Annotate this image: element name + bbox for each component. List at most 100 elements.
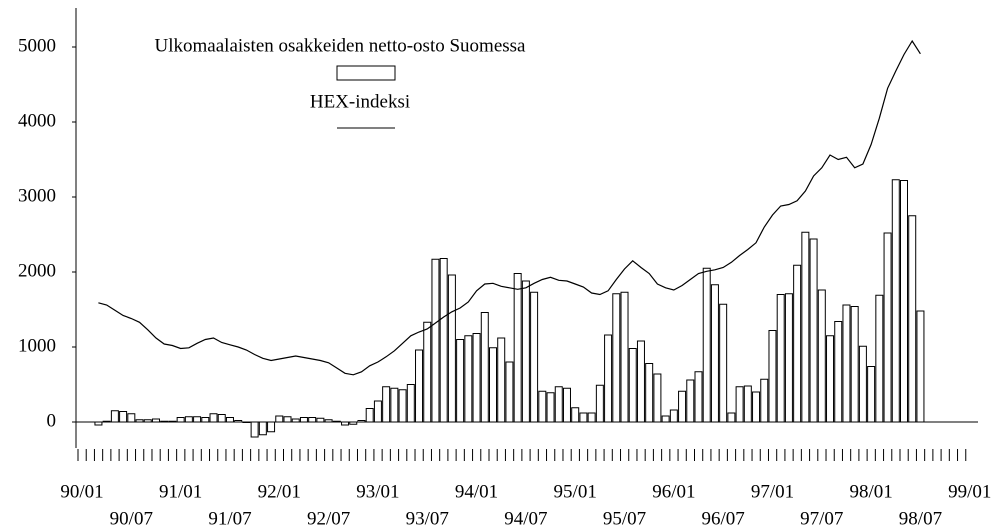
bar: [727, 412, 736, 423]
bar: [604, 334, 613, 423]
bar: [324, 419, 333, 423]
bar: [234, 420, 243, 423]
bar: [678, 390, 687, 423]
bar: [291, 418, 300, 423]
bar: [357, 420, 366, 423]
bar: [521, 280, 530, 423]
bar: [858, 345, 867, 423]
bar: [119, 411, 128, 423]
bar: [612, 293, 621, 423]
bar: [595, 384, 604, 423]
bar: [365, 408, 374, 423]
bar: [160, 420, 169, 423]
bar: [686, 379, 695, 423]
bar: [127, 413, 136, 423]
bar: [710, 284, 719, 423]
bar: [505, 361, 514, 423]
x-tick-label: 98/07: [899, 508, 942, 529]
bar: [513, 273, 522, 423]
bar: [554, 386, 563, 423]
bar: [94, 421, 103, 426]
legend-label: HEX-indeksi: [310, 91, 410, 112]
bar: [900, 180, 908, 423]
x-tick-label: 94/01: [455, 481, 498, 502]
bar: [842, 304, 851, 423]
bar: [439, 258, 448, 423]
bar: [168, 420, 177, 423]
bar: [225, 417, 234, 423]
bar: [151, 418, 160, 423]
bar: [184, 416, 193, 423]
y-tick-label: 0: [47, 410, 57, 431]
bar: [661, 415, 670, 423]
bar: [275, 415, 284, 423]
bar: [694, 371, 703, 423]
bar: [431, 258, 440, 423]
bar: [201, 417, 210, 423]
bar: [776, 294, 785, 423]
bar: [916, 310, 925, 423]
bar: [562, 387, 571, 423]
bar: [908, 215, 917, 423]
bar: [891, 179, 900, 423]
x-tick-label: 93/07: [406, 508, 449, 529]
bar: [645, 363, 654, 423]
bar: [316, 417, 325, 423]
bar: [349, 421, 358, 425]
y-tick-label: 2000: [18, 260, 56, 281]
bar: [135, 419, 144, 423]
bar: [571, 407, 580, 423]
bar: [250, 421, 259, 438]
x-tick-label: 90/07: [110, 508, 153, 529]
bar: [817, 289, 826, 423]
bar: [209, 413, 218, 423]
bar: [546, 392, 555, 423]
bar: [636, 340, 645, 423]
bar: [653, 373, 662, 423]
bar: [743, 385, 752, 423]
bar: [809, 238, 818, 423]
bar: [497, 337, 506, 423]
bar: [406, 384, 415, 423]
y-tick-label: 4000: [18, 110, 56, 131]
x-tick-label: 91/01: [159, 481, 202, 502]
x-tick-label: 94/07: [504, 508, 547, 529]
legend-label: Ulkomaalaisten osakkeiden netto-osto Suo…: [155, 35, 527, 56]
bar: [193, 416, 202, 423]
bar: [587, 412, 596, 423]
x-tick-label: 97/01: [751, 481, 794, 502]
x-tick-label: 99/01: [948, 481, 991, 502]
bar: [489, 347, 497, 423]
bar: [398, 389, 407, 423]
bar: [752, 391, 761, 423]
bar: [267, 421, 276, 433]
line: [98, 39, 921, 376]
y-tick-label: 1000: [18, 335, 56, 356]
bar: [341, 421, 350, 426]
bar: [447, 274, 456, 423]
legend-swatch: [336, 65, 396, 81]
bar: [538, 390, 547, 423]
bar: [464, 335, 473, 423]
bar: [801, 231, 810, 423]
bar: [760, 378, 769, 423]
bar: [719, 303, 728, 423]
bar: [834, 321, 843, 423]
bar: [768, 330, 777, 423]
bar: [867, 366, 876, 423]
x-tick-label: 93/01: [356, 481, 399, 502]
bar: [373, 400, 382, 423]
bar: [472, 333, 481, 423]
bar: [176, 417, 185, 423]
bar: [628, 348, 637, 423]
bar: [735, 386, 744, 423]
bar: [299, 417, 308, 423]
x-tick-label: 95/01: [554, 481, 597, 502]
bar: [217, 414, 226, 423]
bar: [143, 419, 152, 423]
bar: [415, 349, 424, 423]
x-tick-label: 97/07: [800, 508, 843, 529]
bar: [110, 410, 119, 423]
bar: [579, 412, 588, 423]
